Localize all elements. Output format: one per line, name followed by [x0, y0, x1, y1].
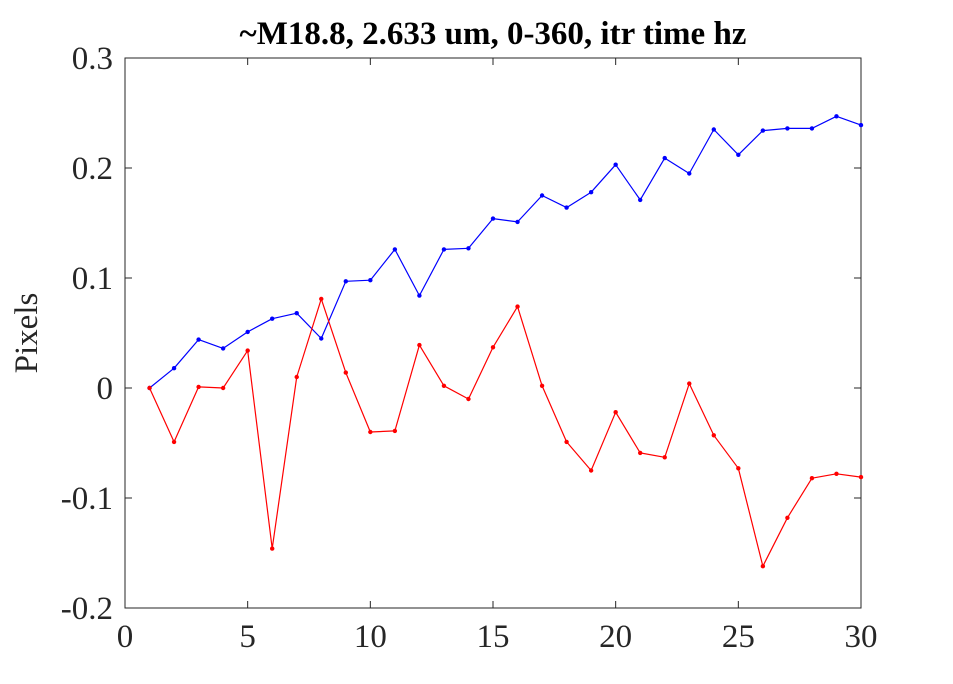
series-2-point — [245, 348, 250, 353]
series-2-point — [662, 455, 667, 460]
series-2-point — [564, 439, 569, 445]
series-1-point — [564, 205, 569, 210]
series-2-line — [148, 298, 862, 567]
series-2-point — [171, 439, 177, 445]
chart-title: ~M18.8, 2.633 um, 0-360, itr time hz — [240, 16, 747, 52]
series-1-point — [196, 337, 201, 342]
series-1-point — [368, 278, 373, 283]
series-1-point — [834, 114, 839, 119]
series-1-point — [638, 197, 643, 203]
series-1-point — [736, 152, 741, 157]
y-tick-label: 0 — [97, 371, 114, 407]
series-2-point — [638, 450, 643, 456]
y-tick-label: 0.2 — [72, 151, 113, 187]
series-2-point — [147, 385, 152, 391]
y-tick-label: 0.1 — [72, 261, 113, 297]
series-2-point — [392, 428, 398, 434]
series-1-point — [662, 155, 667, 161]
series-1-point — [858, 122, 864, 128]
x-tick-label: 20 — [599, 619, 632, 655]
x-tick-label: 0 — [117, 619, 134, 655]
series-1-point — [343, 279, 348, 284]
x-tick-label: 30 — [845, 619, 878, 655]
series-2-point — [588, 468, 594, 473]
series-1-point — [441, 247, 447, 252]
series-2-point — [785, 515, 790, 520]
series-1-point — [785, 126, 790, 131]
series-2-point — [441, 383, 447, 388]
series-2-point — [539, 383, 545, 388]
series-1-point — [809, 126, 815, 131]
series-1-point — [539, 193, 545, 198]
series-1-point — [417, 293, 422, 298]
series-2-point — [613, 410, 618, 415]
series-1-point — [220, 346, 226, 351]
series-2-point — [687, 381, 692, 386]
series-2-point — [858, 474, 864, 480]
series-2-point — [196, 384, 201, 390]
y-axis-label: Pixels — [9, 293, 45, 374]
x-tick-label: 5 — [239, 619, 256, 655]
series-1-point — [711, 127, 716, 132]
series-1-point — [392, 247, 398, 252]
series-1-point — [490, 216, 496, 221]
series-2-point — [368, 429, 373, 435]
series-2-point — [834, 471, 839, 476]
series-2-point — [270, 546, 275, 551]
series-2-point — [466, 396, 471, 402]
x-tick-label: 15 — [477, 619, 510, 655]
series-1-point — [760, 128, 766, 133]
x-tick-label: 25 — [722, 619, 755, 655]
series-2-point — [294, 374, 299, 380]
series-1-point — [588, 190, 594, 195]
series-2-point — [809, 476, 815, 481]
plot-area-frame — [124, 57, 862, 609]
series-1-point — [515, 219, 520, 225]
y-tick-label: 0.3 — [72, 41, 113, 77]
series-1-point — [319, 336, 324, 341]
series-2-point — [319, 296, 324, 302]
series-2-point — [220, 385, 226, 391]
series-1-point — [270, 316, 275, 321]
series-2-point — [343, 370, 348, 375]
series-2-point — [515, 304, 520, 309]
series-1-point — [294, 311, 299, 316]
series-2-point — [760, 564, 766, 569]
series-1-point — [687, 171, 692, 176]
series-2-point — [417, 342, 422, 348]
series-2-point — [736, 466, 741, 471]
series-1-point — [171, 366, 177, 371]
series-1-line — [149, 115, 862, 389]
x-tick-label: 10 — [354, 619, 387, 655]
y-tick-label: -0.1 — [61, 481, 113, 517]
y-tick-label: -0.2 — [61, 591, 113, 627]
series-1-point — [466, 246, 471, 251]
series-1-point — [245, 329, 250, 335]
series-1-point — [613, 162, 618, 167]
series-2-point — [711, 433, 716, 438]
series-2-point — [490, 345, 496, 350]
